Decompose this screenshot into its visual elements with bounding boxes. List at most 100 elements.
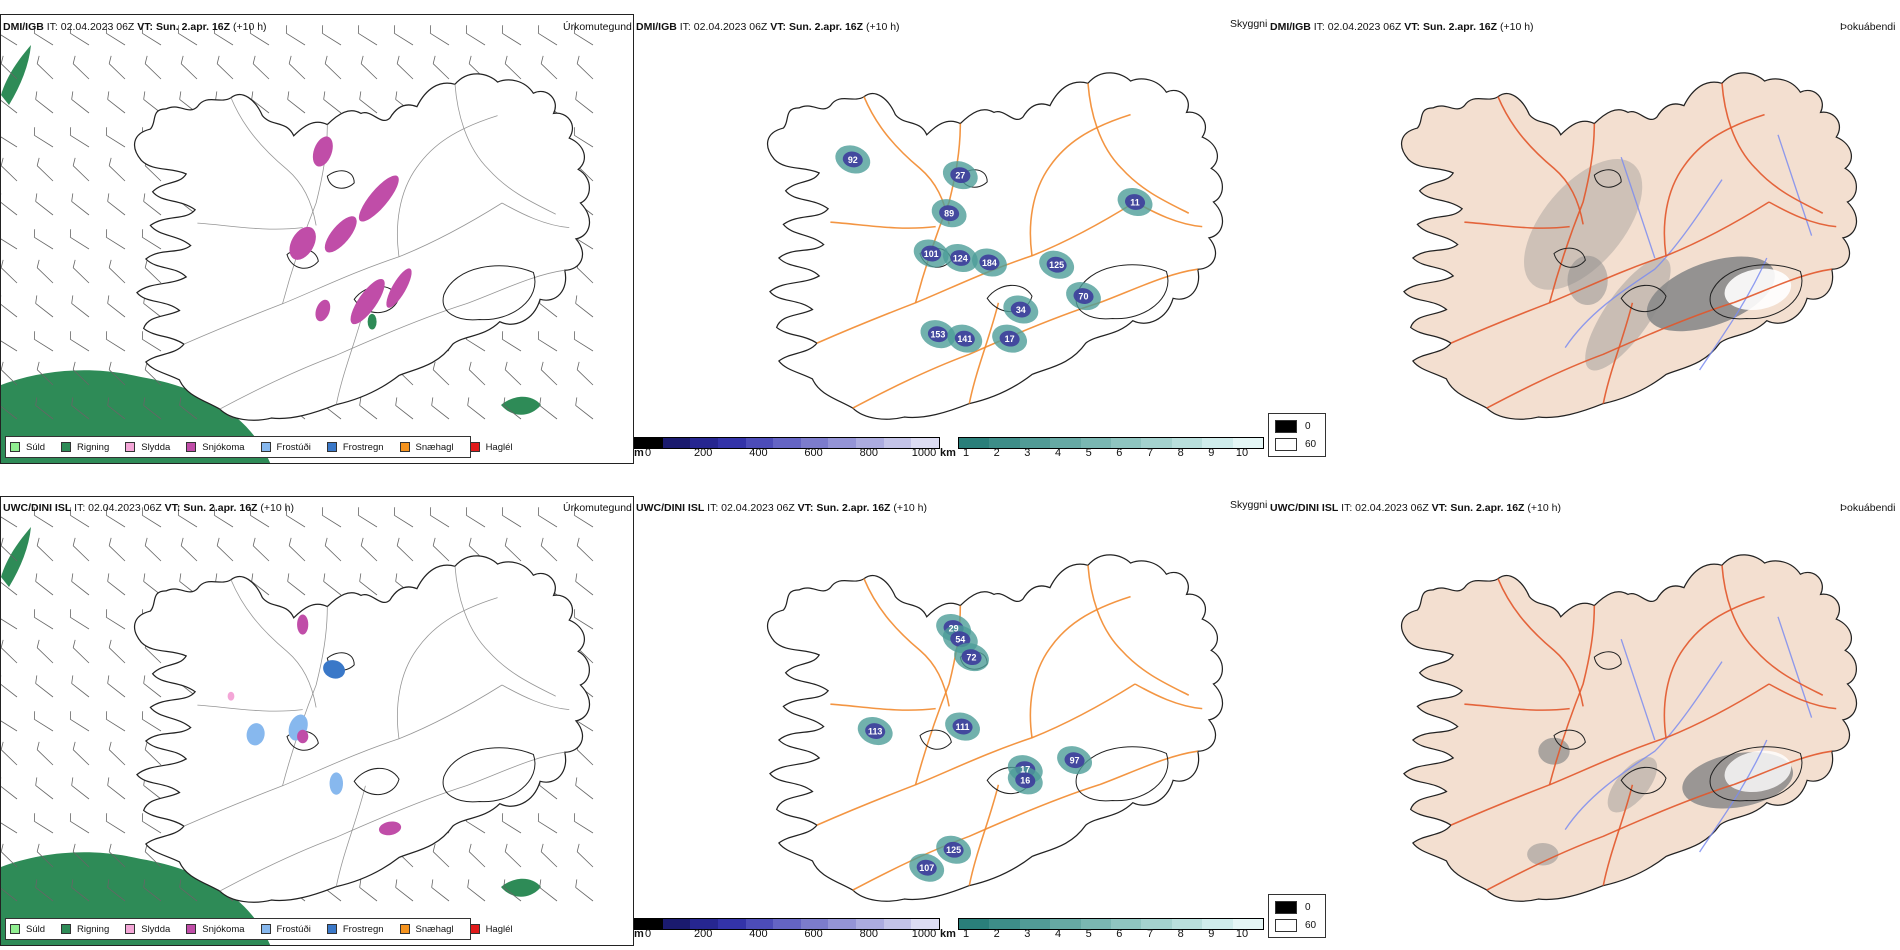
wind-barb: [179, 397, 198, 420]
wind-barb-staff: [358, 515, 378, 528]
wind-barb-staff: [540, 63, 558, 80]
wind-barb: [105, 813, 126, 834]
wind-barb-flag: [143, 193, 146, 202]
wind-barb: [431, 879, 450, 902]
wind-barb: [321, 25, 342, 46]
colorbar-segment: [828, 919, 857, 929]
wind-barb: [1, 229, 18, 250]
wind-barb-staff: [70, 821, 90, 834]
low-cloudbase-area: [1073, 288, 1094, 304]
precip-legend-swatch: [399, 442, 410, 452]
wind-barb-flag: [537, 331, 540, 340]
road-line: [1486, 750, 1832, 891]
wind-barb-flag: [396, 55, 400, 64]
wind-barb-flag: [33, 127, 36, 136]
wind-barb-staff: [287, 99, 306, 114]
fog-legend-label: 0: [1305, 902, 1311, 913]
wind-barb: [107, 193, 126, 216]
wind-barb: [323, 91, 342, 114]
precip-type-legend-row2: Súld Rigning Slydda Snjókoma Frostúði Frostre…: [5, 918, 513, 940]
wind-barb-staff: [1, 165, 18, 182]
wind-barb-staff: [144, 267, 162, 284]
colorbar-tick-label: 2: [993, 928, 1000, 940]
wind-barb: [36, 843, 54, 868]
colorbar-segment: [1232, 438, 1264, 448]
wind-barb-staff: [324, 63, 342, 80]
wind-barb-staff: [108, 165, 126, 182]
wind-barb: [432, 55, 450, 80]
fog-legend-label: 60: [1305, 920, 1317, 931]
wind-barb-flag: [180, 537, 184, 546]
colorbar-segment: [989, 919, 1020, 929]
wind-barb-staff: [1, 617, 18, 630]
wind-barb-flag: [285, 25, 288, 34]
wind-barb-flag: [573, 127, 576, 136]
road-line: [183, 684, 503, 827]
wind-barb-flag: [360, 537, 364, 546]
wind-barb-staff: [432, 545, 450, 562]
wind-barb-flag: [108, 259, 112, 268]
river-line: [1564, 179, 1723, 348]
colorbar-tick-label: 8: [1177, 928, 1184, 940]
wind-barb-staff: [1, 267, 18, 284]
wind-barb-staff: [466, 515, 486, 528]
wind-barb: [71, 295, 90, 318]
wind-barb: [69, 711, 90, 732]
fog-legend-row: 0: [1275, 420, 1311, 433]
precip-legend-swatch: [399, 924, 410, 934]
wind-barb-staff: [430, 33, 450, 46]
visibility-colorbar-row1: [958, 437, 1264, 449]
wind-barb-staff: [575, 99, 594, 114]
wind-barb: [468, 843, 486, 868]
precip-map-panel-row1: Súld Rigning Slydda Snjókoma Frostúði Frostre…: [0, 14, 634, 464]
wind-barb: [35, 295, 54, 318]
wind-barb-flag: [285, 507, 288, 516]
wind-barb-flag: [575, 777, 578, 786]
wind-barb: [108, 843, 126, 868]
precip-legend-item: Súld: [10, 924, 45, 935]
wind-barb-flag: [143, 91, 146, 100]
wind-barb: [288, 55, 306, 80]
wind-barb: [504, 361, 522, 386]
wind-barb-flag: [179, 879, 182, 888]
wind-barb-flag: [393, 507, 396, 516]
wind-barb-staff: [35, 201, 54, 216]
colorbar-segment: [1141, 438, 1172, 448]
wind-barb-staff: [1, 135, 18, 148]
wind-barb-staff: [574, 821, 594, 834]
wind-barb-flag: [359, 573, 362, 582]
wind-barb-flag: [36, 361, 40, 370]
wind-barb: [429, 507, 450, 528]
colorbar-segment: [800, 919, 829, 929]
wind-barb-staff: [70, 33, 90, 46]
wind-barb-flag: [1, 127, 2, 135]
rain-area: [367, 313, 377, 330]
wind-barb: [1, 515, 18, 528]
wind-barb: [465, 25, 486, 46]
precip-map-row1: [1, 25, 594, 463]
road-line: [282, 606, 328, 786]
wind-barb-flag: [501, 507, 504, 516]
wind-barb-flag: [71, 193, 74, 202]
wind-barb-staff: [143, 405, 162, 420]
glacier-outline: [1075, 264, 1169, 320]
wind-barb-flag: [1, 229, 2, 237]
wind-barb-flag: [33, 229, 36, 238]
wind-barb: [71, 91, 90, 114]
glacier-outline: [1075, 746, 1169, 802]
wind-barb-flag: [105, 229, 108, 238]
wind-barb-flag: [180, 55, 184, 64]
colorbar-tick-label: 9: [1208, 928, 1215, 940]
wind-barb-flag: [431, 879, 434, 888]
wind-barb-staff: [467, 405, 486, 420]
wind-barb: [249, 25, 270, 46]
ceiling-unit-row1: m: [634, 447, 644, 459]
wind-barb-flag: [1, 675, 2, 684]
wind-barb-staff: [142, 237, 162, 250]
wind-barb-staff: [574, 719, 594, 732]
low-cloudbase-area: [865, 723, 886, 739]
road-line: [230, 579, 317, 708]
wind-barb: [252, 55, 270, 80]
wind-barb-staff: [538, 515, 558, 528]
wind-barb-staff: [36, 545, 54, 562]
